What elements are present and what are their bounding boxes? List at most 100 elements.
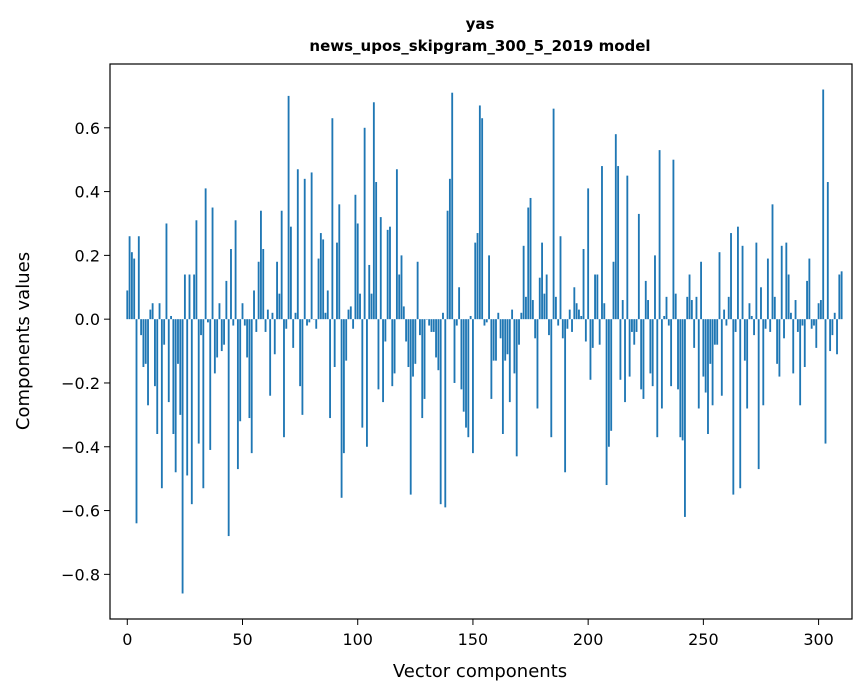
bar-60 (264, 319, 267, 332)
bar-227 (649, 319, 652, 374)
bars-group (126, 89, 843, 594)
bar-55 (253, 290, 255, 320)
bar-38 (213, 319, 216, 374)
bar-104 (366, 319, 368, 447)
bar-241 (681, 319, 684, 441)
bar-239 (677, 319, 679, 390)
bar-304 (826, 182, 829, 320)
bar-288 (790, 312, 792, 320)
bar-95 (345, 319, 348, 361)
bar-13 (156, 319, 159, 434)
bar-128 (421, 319, 424, 419)
bar-265 (737, 226, 739, 320)
bar-252 (707, 319, 709, 434)
bar-306 (831, 319, 834, 336)
bar-251 (704, 319, 707, 393)
bar-159 (492, 319, 495, 361)
bar-8 (144, 319, 147, 364)
bar-231 (658, 150, 661, 320)
bar-297 (810, 319, 813, 329)
bar-120 (402, 306, 405, 320)
bar-45 (230, 249, 232, 320)
bar-93 (340, 319, 343, 498)
bar-125 (414, 319, 417, 364)
bar-238 (674, 293, 677, 320)
bar-253 (709, 319, 712, 364)
bar-123 (409, 319, 412, 495)
bar-206 (601, 166, 603, 320)
bar-277 (764, 319, 767, 329)
bar-217 (626, 175, 629, 320)
y-axis: −0.8 −0.6 −0.4 −0.2 0.0 0.2 0.4 0.6 (61, 119, 110, 584)
bar-255 (713, 319, 716, 345)
bar-309 (838, 274, 841, 320)
bar-272 (753, 319, 755, 336)
bar-33 (202, 319, 205, 489)
bar-137 (442, 312, 444, 320)
bar-132 (430, 319, 433, 332)
chart-title: yas (466, 15, 495, 33)
bar-308 (836, 319, 838, 355)
bar-178 (536, 319, 539, 409)
bar-208 (605, 319, 608, 486)
bar-140 (448, 178, 451, 320)
bar-20 (172, 319, 175, 434)
bar-70 (287, 95, 290, 320)
bar-292 (799, 319, 802, 406)
bar-153 (478, 105, 481, 320)
bar-73 (294, 312, 297, 320)
bar-295 (806, 280, 808, 320)
bar-229 (654, 255, 656, 320)
y-tick-label: −0.8 (61, 565, 100, 584)
bar-262 (730, 233, 732, 320)
bar-58 (260, 210, 262, 320)
y-axis-label: Components values (13, 252, 34, 430)
x-axis-label: Vector components (393, 661, 567, 682)
bar-234 (665, 296, 668, 320)
bar-257 (718, 252, 721, 320)
bar-193 (571, 319, 573, 332)
bar-310 (840, 271, 843, 320)
bar-43 (225, 280, 228, 320)
bar-210 (610, 319, 613, 431)
bar-87 (326, 290, 329, 320)
bar-269 (746, 319, 749, 409)
bar-49 (239, 319, 242, 422)
bar-174 (527, 207, 530, 320)
bar-133 (432, 319, 435, 332)
bar-83 (317, 258, 320, 320)
bar-79 (308, 319, 311, 323)
bar-54 (250, 319, 253, 454)
bar-61 (266, 309, 269, 320)
bar-139 (446, 210, 449, 320)
bar-243 (686, 296, 689, 320)
bar-98 (352, 319, 355, 329)
bar-244 (688, 274, 691, 320)
bar-254 (711, 319, 714, 406)
bar-97 (349, 306, 352, 320)
bar-201 (589, 319, 592, 380)
bar-199 (584, 319, 587, 342)
bar-170 (518, 319, 520, 345)
bar-184 (550, 319, 553, 438)
bar-50 (241, 303, 244, 320)
x-tick-label: 200 (573, 630, 604, 649)
bar-284 (780, 245, 783, 320)
bar-89 (331, 118, 334, 320)
bar-296 (808, 258, 811, 320)
bar-263 (732, 319, 735, 495)
bar-106 (370, 293, 373, 320)
bar-36 (209, 319, 212, 450)
bar-237 (672, 159, 675, 320)
bar-150 (472, 319, 474, 454)
bar-51 (243, 319, 246, 326)
bar-37 (211, 207, 214, 320)
bar-246 (693, 319, 696, 348)
bar-211 (612, 261, 615, 320)
y-tick-label: −0.6 (61, 502, 100, 521)
x-tick-label: 250 (688, 630, 719, 649)
bar-196 (578, 309, 580, 320)
bar-59 (262, 249, 265, 320)
bar-129 (423, 319, 426, 399)
bar-76 (301, 319, 304, 415)
